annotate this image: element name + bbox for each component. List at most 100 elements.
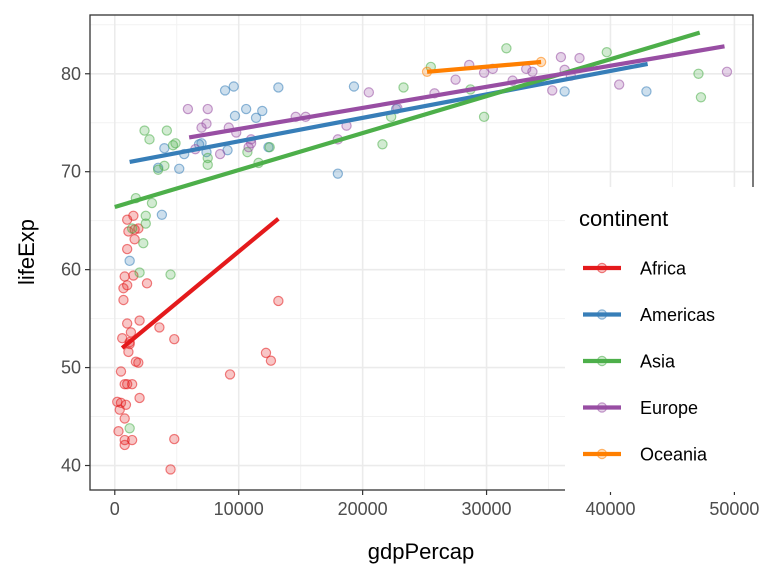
trend-line-africa	[120, 217, 280, 350]
data-point-asia	[501, 43, 512, 54]
data-point-africa	[134, 315, 145, 326]
legend-key-point-oceania	[596, 448, 608, 460]
x-tick-label: 50000	[709, 499, 759, 519]
data-point-americas	[332, 168, 344, 179]
data-point-africa	[115, 366, 127, 377]
data-point-europe	[721, 66, 733, 78]
legend-title: continent	[579, 206, 668, 231]
y-axis-ticks: 40 50 60 70 80	[61, 64, 90, 476]
data-point-europe	[555, 51, 567, 63]
data-point-asia	[161, 125, 173, 136]
data-point-americas	[257, 105, 268, 117]
data-point-asia	[693, 68, 704, 79]
data-point-americas	[348, 81, 360, 92]
data-point-africa	[133, 357, 144, 368]
data-point-asia	[165, 269, 176, 280]
data-point-africa	[134, 392, 145, 404]
legend-label-africa: Africa	[640, 259, 687, 279]
trend-line-oceania	[426, 59, 542, 74]
legend-items: Africa Americas Asia Europe Oceania	[583, 259, 715, 465]
legend-label-asia: Asia	[640, 352, 676, 372]
data-point-africa	[113, 426, 124, 437]
x-tick-label: 40000	[585, 499, 635, 519]
data-point-africa	[126, 434, 138, 446]
data-point-europe	[201, 118, 212, 129]
x-axis-ticks: 0 10000 20000 30000 40000 50000	[110, 490, 759, 519]
y-tick-label: 70	[61, 162, 81, 182]
data-point-africa	[121, 280, 133, 291]
data-point-europe	[214, 148, 226, 160]
data-point-africa	[273, 295, 284, 307]
data-point-americas	[228, 81, 239, 92]
data-point-asia	[144, 134, 155, 145]
data-point-americas	[174, 163, 185, 174]
data-point-americas	[156, 209, 168, 220]
y-tick-label: 40	[61, 456, 81, 476]
y-tick-label: 80	[61, 64, 81, 84]
data-point-europe	[450, 74, 461, 85]
data-point-asia	[146, 197, 158, 209]
data-point-americas	[219, 85, 231, 96]
data-point-americas	[240, 103, 252, 115]
data-point-asia	[140, 210, 151, 221]
legend-label-europe: Europe	[640, 398, 698, 418]
data-point-africa	[119, 379, 130, 390]
x-tick-label: 0	[110, 499, 120, 519]
data-point-africa	[119, 271, 130, 282]
data-point-africa	[128, 210, 139, 221]
data-point-americas	[159, 142, 170, 154]
data-point-americas	[250, 112, 262, 124]
x-tick-label: 10000	[214, 499, 264, 519]
data-point-asia	[478, 111, 490, 123]
data-point-asia	[377, 139, 388, 150]
data-point-africa	[169, 433, 180, 445]
x-axis-title: gdpPercap	[368, 539, 474, 564]
data-point-asia	[124, 423, 135, 434]
data-point-asia	[398, 82, 409, 93]
trend-lines	[114, 30, 725, 350]
data-point-asia	[695, 92, 707, 103]
data-point-asia	[134, 267, 145, 278]
data-point-africa	[120, 399, 132, 410]
data-point-africa	[128, 270, 139, 281]
data-point-africa	[126, 379, 138, 390]
data-point-africa	[119, 439, 130, 451]
data-point-europe	[202, 103, 213, 115]
x-tick-label: 30000	[462, 499, 512, 519]
data-point-asia	[159, 160, 170, 172]
data-point-africa	[141, 278, 153, 289]
data-point-asia	[126, 223, 138, 234]
data-point-africa	[119, 413, 130, 424]
legend-key-point-asia	[596, 355, 608, 367]
data-point-americas	[273, 82, 284, 93]
data-point-europe	[613, 79, 625, 90]
data-point-asia	[202, 159, 213, 171]
trend-line-americas	[129, 61, 649, 164]
data-point-africa	[224, 369, 236, 380]
legend-key-point-americas	[596, 309, 608, 320]
data-point-americas	[559, 86, 570, 97]
legend-key-point-africa	[596, 262, 608, 274]
data-point-asia	[170, 138, 181, 149]
y-tick-label: 60	[61, 260, 81, 280]
legend-key-point-europe	[596, 402, 608, 413]
data-point-asia	[264, 142, 275, 153]
data-point-africa	[169, 333, 180, 345]
data-point-americas	[641, 86, 652, 97]
data-point-asia	[138, 237, 149, 249]
data-point-africa	[165, 464, 176, 475]
data-point-americas	[229, 110, 241, 122]
data-point-europe	[547, 85, 558, 96]
data-point-asia	[139, 125, 150, 136]
data-point-americas	[124, 255, 135, 267]
y-axis-title: lifeExp	[14, 219, 39, 285]
data-point-europe	[363, 87, 375, 98]
data-point-africa	[129, 234, 140, 245]
trend-line-asia	[114, 30, 701, 209]
data-point-asia	[140, 218, 151, 229]
data-point-africa	[121, 243, 133, 255]
legend: continent Africa Americas Asia Europe Oceani…	[565, 187, 755, 492]
data-point-africa	[260, 347, 272, 359]
data-point-europe	[527, 66, 538, 78]
